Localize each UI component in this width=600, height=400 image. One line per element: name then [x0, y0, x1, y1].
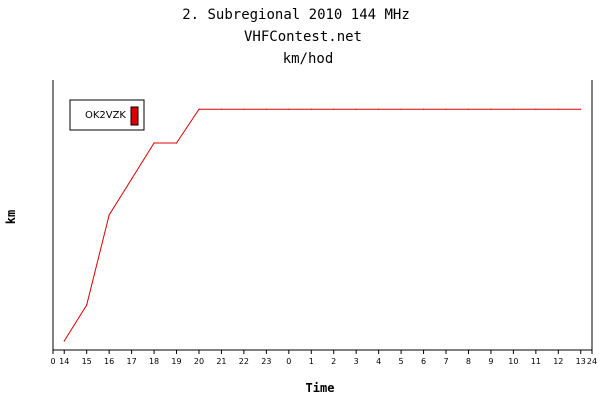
x-tick-label: 10 — [508, 357, 518, 366]
x-tick-label: 21 — [216, 357, 226, 366]
series-point — [86, 304, 88, 306]
legend-label: OK2VZK — [85, 110, 126, 121]
series-point — [220, 108, 223, 110]
x-tick-label: 11 — [531, 357, 541, 366]
series-point — [310, 108, 312, 110]
x-axis-label: Time — [306, 381, 335, 395]
x-tick-label: 22 — [239, 357, 249, 366]
legend-swatch — [130, 106, 139, 126]
series-point — [265, 108, 267, 110]
series-point — [512, 108, 514, 110]
series-point — [400, 108, 402, 110]
series-line — [63, 108, 581, 342]
x-tick-label: 12 — [553, 357, 563, 366]
series-point — [355, 108, 357, 110]
x-tick-label: 0 — [50, 357, 55, 366]
x-tick-label: 20 — [194, 357, 204, 366]
x-ticks: 0 14 15 16 17 18 19 20 21 22 23 0 1 2 3 4 5 6 7 8 9 10 11 12 13 2… — [50, 350, 597, 366]
chart-unit-subtitle: km/hod — [283, 51, 334, 67]
chart-title: 2. Subregional 2010 144 MHz — [182, 7, 410, 23]
x-tick-label: 1 — [309, 357, 314, 366]
x-tick-label: 6 — [421, 357, 426, 366]
series-point — [333, 108, 335, 110]
series-point — [288, 108, 290, 110]
x-tick-label: 19 — [171, 357, 181, 366]
legend: OK2VZK — [69, 99, 145, 131]
series-point — [467, 108, 470, 110]
x-tick-label: 24 — [587, 357, 597, 366]
chart-subtitle: VHFContest.net — [244, 29, 362, 45]
series-point — [243, 108, 245, 110]
x-tick-label: 17 — [127, 357, 137, 366]
plot-frame — [52, 80, 593, 351]
x-tick-label: 13 — [576, 357, 586, 366]
x-tick-label: 15 — [82, 357, 92, 366]
series-point — [490, 108, 492, 110]
series-point — [108, 214, 110, 216]
series-layer — [63, 108, 582, 342]
x-tick-label: 14 — [59, 357, 69, 366]
x-tick-label: 7 — [443, 357, 448, 366]
x-tick-label: 23 — [261, 357, 271, 366]
y-axis-label: km — [4, 210, 18, 224]
x-tick-label: 5 — [399, 357, 404, 366]
series-point — [153, 142, 155, 144]
series-point — [63, 340, 65, 342]
series-point — [198, 108, 200, 110]
series-point — [175, 142, 178, 144]
series-point — [131, 178, 133, 180]
series-point — [422, 108, 425, 110]
x-tick-label: 9 — [488, 357, 493, 366]
x-tick-label: 8 — [466, 357, 471, 366]
x-tick-label: 16 — [104, 357, 114, 366]
x-tick-label: 4 — [376, 357, 381, 366]
series-point — [378, 108, 380, 110]
x-tick-label: 18 — [149, 357, 159, 366]
x-tick-label: 3 — [354, 357, 359, 366]
x-tick-label: 0 — [286, 357, 291, 366]
x-tick-label: 2 — [331, 357, 336, 366]
series-point — [445, 108, 447, 110]
series-point — [557, 108, 559, 110]
series-point — [580, 108, 582, 110]
series-point — [535, 108, 537, 110]
